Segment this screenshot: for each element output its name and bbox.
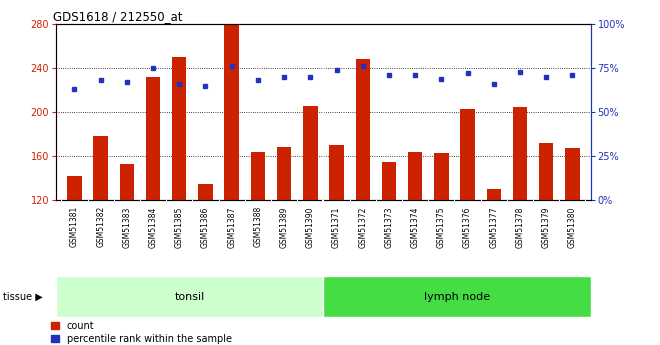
Bar [67,176,82,200]
Text: GSM51390: GSM51390 [306,206,315,248]
Text: GSM51381: GSM51381 [70,206,79,247]
Bar [460,109,475,200]
Text: GSM51375: GSM51375 [437,206,446,248]
Text: GSM51380: GSM51380 [568,206,577,248]
Text: GSM51387: GSM51387 [227,206,236,248]
Bar [119,164,134,200]
Bar [408,152,422,200]
Text: GSM51382: GSM51382 [96,206,105,247]
Text: GDS1618 / 212550_at: GDS1618 / 212550_at [53,10,183,23]
Text: GSM51386: GSM51386 [201,206,210,248]
Bar [172,57,187,200]
Bar [434,153,449,200]
Bar [329,145,344,200]
Text: GSM51372: GSM51372 [358,206,367,248]
Text: tissue ▶: tissue ▶ [3,292,43,302]
Text: GSM51374: GSM51374 [411,206,420,248]
Text: GSM51376: GSM51376 [463,206,472,248]
Bar [251,152,265,200]
Bar [539,143,553,200]
Text: GSM51383: GSM51383 [122,206,131,248]
Text: GSM51371: GSM51371 [332,206,341,248]
Bar [56,276,323,317]
Text: GSM51388: GSM51388 [253,206,263,247]
Text: tonsil: tonsil [175,292,205,302]
Text: GSM51378: GSM51378 [515,206,525,248]
Text: lymph node: lymph node [424,292,490,302]
Bar [356,59,370,200]
Text: GSM51385: GSM51385 [175,206,183,248]
Bar [513,107,527,200]
Bar [303,106,317,200]
Text: GSM51379: GSM51379 [542,206,550,248]
Bar [486,189,501,200]
Bar [146,77,160,200]
Text: GSM51377: GSM51377 [489,206,498,248]
Legend: count, percentile rank within the sample: count, percentile rank within the sample [51,321,232,344]
Bar [198,184,213,200]
Bar [381,161,396,200]
Bar [94,136,108,200]
Bar [323,276,591,317]
Text: GSM51373: GSM51373 [384,206,393,248]
Bar [224,24,239,200]
Bar [565,148,579,200]
Text: GSM51384: GSM51384 [148,206,158,248]
Bar [277,147,291,200]
Text: GSM51389: GSM51389 [280,206,288,248]
